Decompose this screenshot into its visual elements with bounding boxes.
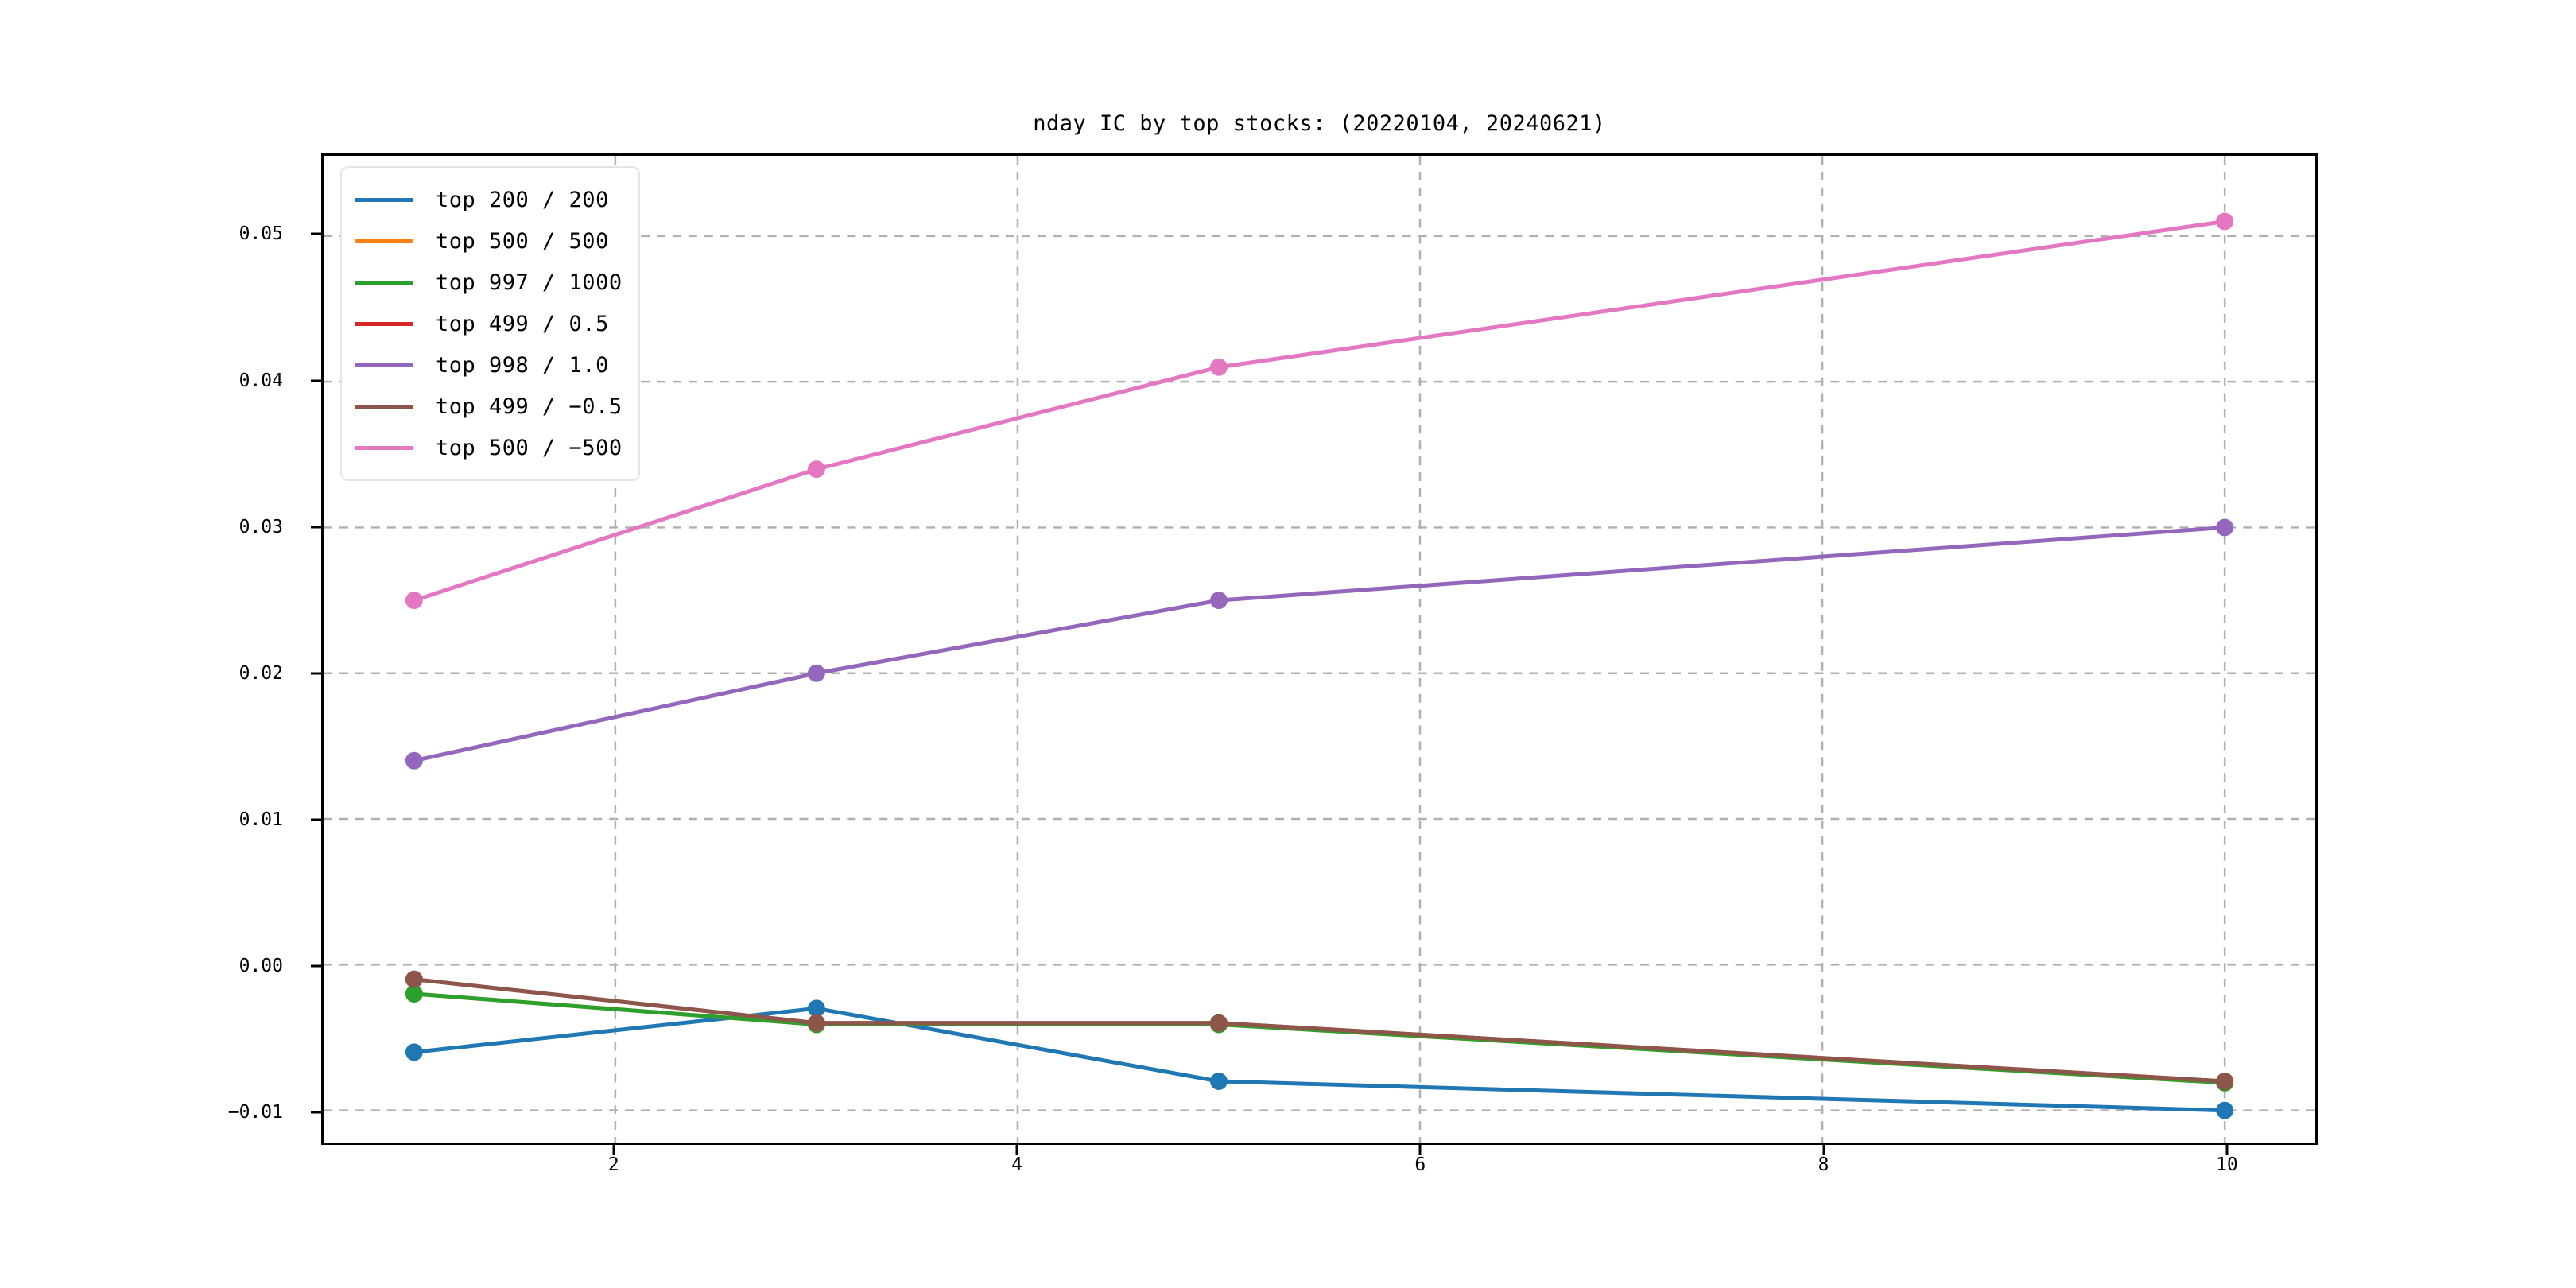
legend-color-swatch [355,404,413,409]
series-4 [405,518,2234,770]
y-tick-mark [311,672,321,675]
legend-item-label: top 500 / −500 [436,435,623,460]
legend-color-swatch [355,363,413,367]
legend-item-label: top 997 / 1000 [436,270,623,295]
legend-item[interactable]: top 499 / 0.5 [355,303,623,344]
data-point-marker [405,592,423,610]
data-point-marker [1210,1073,1228,1090]
data-point-marker [2216,518,2234,537]
data-point-marker [807,999,825,1018]
series-2 [405,985,2234,1092]
y-tick-label: 0.00 [239,956,283,977]
legend-item-label: top 200 / 200 [436,187,609,212]
y-tick-mark [311,964,321,968]
legend-color-swatch [355,280,413,285]
y-tick-label: 0.04 [239,370,283,391]
legend-item[interactable]: top 200 / 200 [355,179,623,220]
data-point-marker [2216,1073,2234,1090]
data-point-marker [1210,1014,1228,1032]
legend-item-label: top 500 / 500 [436,228,609,254]
legend-item[interactable]: top 998 / 1.0 [355,344,623,386]
x-tick-label: 6 [1414,1154,1426,1175]
plot-svg [324,156,2315,1143]
y-tick-label: 0.05 [239,223,283,245]
data-point-marker [405,985,423,1003]
legend-item[interactable]: top 997 / 1000 [355,262,623,303]
y-tick-mark [311,232,321,235]
legend-color-swatch [355,321,413,326]
legend-color-swatch [355,445,413,450]
legend-item[interactable]: top 500 / 500 [355,220,623,262]
series-line [412,977,2227,1084]
series-line [412,219,2227,603]
data-point-marker [2216,212,2234,231]
series-5 [405,970,2234,1090]
series-1 [405,985,2234,1092]
x-tick-label: 10 [2216,1154,2238,1175]
legend-item[interactable]: top 499 / −0.5 [355,386,623,427]
legend-box: top 200 / 200 top 500 / 500 top 997 / 1000… [340,166,640,481]
y-tick-mark [311,818,321,821]
y-tick-mark [311,1111,321,1114]
legend-item-label: top 499 / 0.5 [436,311,609,336]
legend-color-swatch [355,239,413,243]
y-tick-label: 0.01 [239,809,283,831]
series-line [412,525,2227,763]
data-point-marker [1210,358,1228,376]
plot-area [321,153,2318,1145]
legend-color-swatch [355,197,413,202]
x-tick-mark [1015,1145,1018,1155]
legend-item-label: top 499 / −0.5 [436,394,623,419]
legend-item[interactable]: top 500 / −500 [355,427,623,468]
series-line [412,1006,2227,1113]
y-tick-mark [311,379,321,382]
x-tick-mark [2225,1145,2229,1155]
x-tick-mark [612,1145,615,1155]
data-point-marker [2216,1101,2234,1119]
series-lines [405,212,2234,1119]
data-point-marker [807,664,825,682]
x-tick-mark [1822,1145,1825,1155]
data-point-marker [405,970,423,988]
legend-item-label: top 998 / 1.0 [436,352,609,378]
y-tick-label: −0.01 [227,1102,283,1123]
data-point-marker [405,1043,423,1061]
series-0 [405,999,2234,1119]
x-tick-label: 8 [1818,1154,1829,1175]
x-tick-mark [1418,1145,1422,1155]
x-tick-label: 2 [607,1154,619,1175]
data-point-marker [807,460,825,479]
y-tick-label: 0.03 [239,516,283,537]
x-tick-label: 4 [1011,1154,1022,1175]
data-point-marker [1210,592,1228,610]
data-point-marker [807,1014,825,1032]
series-6 [405,212,2234,610]
data-point-marker [405,751,423,770]
y-tick-label: 0.02 [239,662,283,684]
y-tick-mark [311,526,321,529]
chart-title: nday IC by top stocks: (20220104, 202406… [1033,111,1606,136]
